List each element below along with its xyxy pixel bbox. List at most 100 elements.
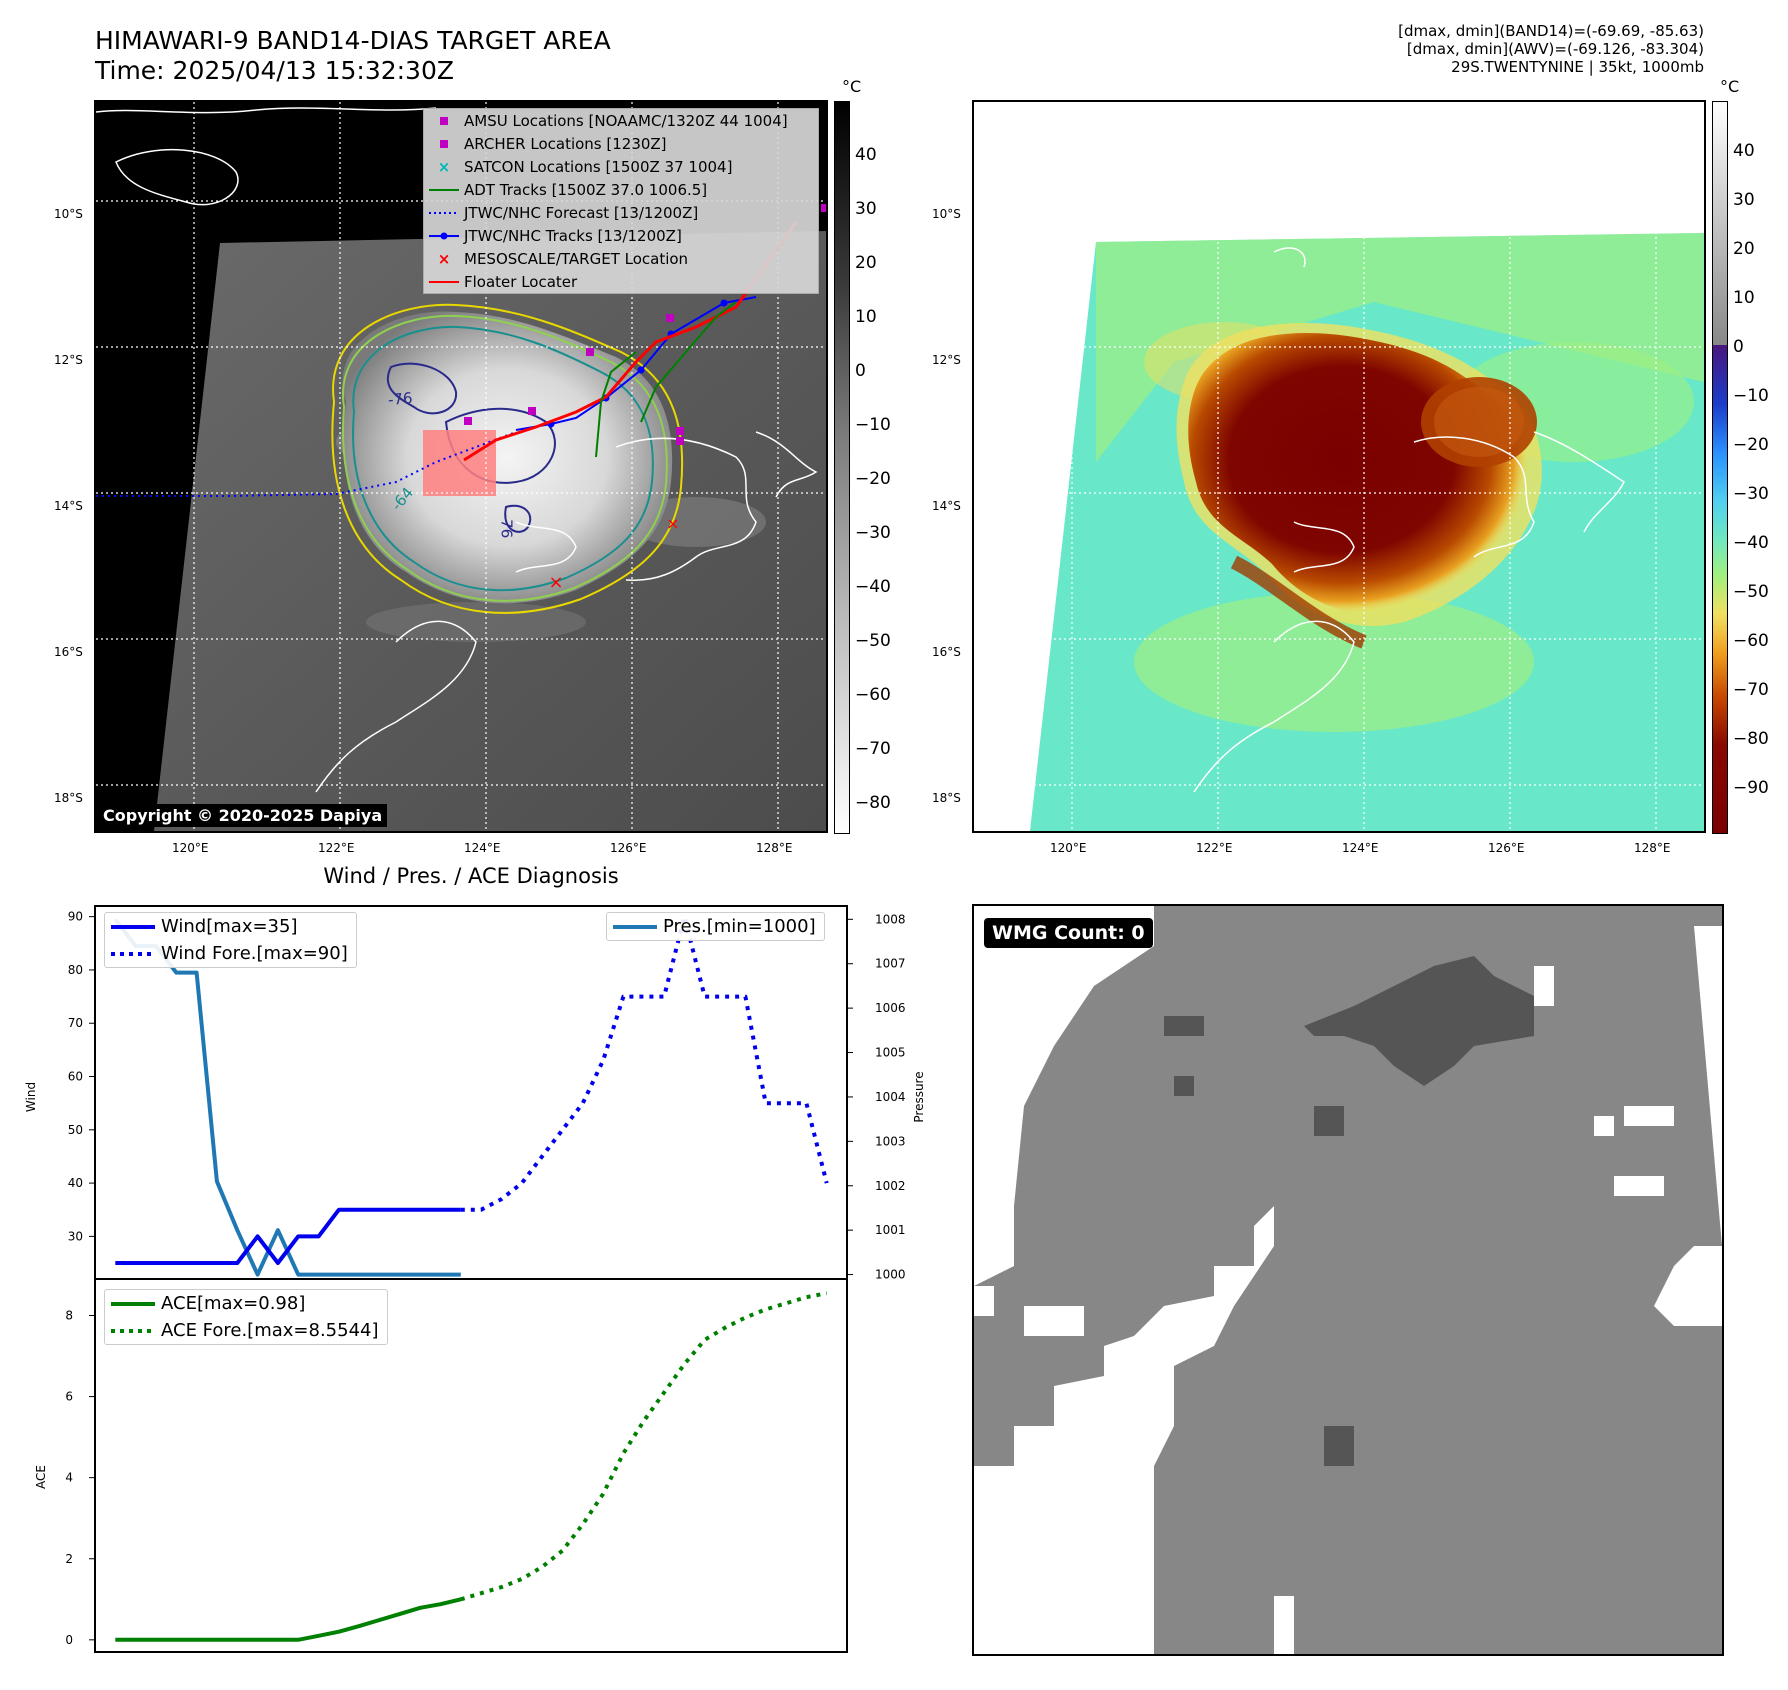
svg-text:×: ×	[438, 250, 451, 268]
wind-tick-label: 90	[68, 910, 83, 924]
lon-tick-label: 126°E	[1488, 841, 1525, 855]
pressure-tick-label: 1007	[875, 957, 906, 971]
lon-tick-label: 124°E	[1342, 841, 1379, 855]
x-marker-icon: ×	[438, 250, 451, 268]
ace-tick-label: 6	[65, 1390, 73, 1404]
wind-tick-label: 40	[68, 1176, 83, 1190]
ace-legend: ACE[max=0.98] ACE Fore.[max=8.5544]	[104, 1289, 388, 1345]
lon-tick-label: 128°E	[756, 841, 793, 855]
legend-item: ARCHER Locations [1230Z]	[424, 132, 818, 155]
pressure-axis-label: Pressure	[912, 1071, 926, 1123]
wind-axis-label: Wind	[24, 1081, 38, 1113]
lon-tick-label: 126°E	[610, 841, 647, 855]
ace-series-line	[115, 1597, 462, 1642]
ir-colorbar-tick: 10	[855, 307, 877, 327]
awv-colorbar-tick: −70	[1733, 680, 1769, 700]
pressure-tick-label: 1000	[875, 1268, 906, 1282]
ir-colorbar-tick: −20	[855, 469, 891, 489]
awv-map-image	[974, 102, 1704, 831]
ir-colorbar-tick: −30	[855, 523, 891, 543]
solid-line-icon	[111, 924, 155, 929]
dotted-line-icon	[111, 1328, 155, 1333]
line-dot-marker-icon	[429, 232, 459, 240]
ir-colorbar-tick: 40	[855, 145, 877, 165]
svg-text:×: ×	[438, 158, 451, 176]
legend-item: Wind Fore.[max=90]	[105, 940, 356, 967]
wind-series-line	[115, 1207, 461, 1265]
ir-colorbar-tick: 30	[855, 199, 877, 219]
solid-line-icon	[613, 924, 657, 929]
lon-tick-label: 124°E	[464, 841, 501, 855]
lat-tick-label: 12°S	[932, 353, 961, 367]
awv-colorbar-tick: 30	[1733, 190, 1755, 210]
awv-colorbar-tick: −40	[1733, 533, 1769, 553]
square-marker-icon	[440, 117, 448, 125]
ir-colorbar-tick: 20	[855, 253, 877, 273]
ir-colorbar	[834, 101, 850, 834]
ir-colorbar-tick: −50	[855, 631, 891, 651]
lon-tick-label: 128°E	[1634, 841, 1671, 855]
figure-time: Time: 2025/04/13 15:32:30Z	[95, 56, 454, 85]
awv-map-panel	[972, 100, 1706, 833]
ace-axis-label: ACE	[34, 1465, 48, 1489]
lat-tick-label: 16°S	[932, 645, 961, 659]
lat-tick-label: 18°S	[54, 791, 83, 805]
wmg-panel: WMG Count: 0	[972, 904, 1724, 1656]
ace-tick-label: 2	[65, 1552, 73, 1566]
svg-text:×: ×	[666, 514, 679, 533]
awv-colorbar-tick: −80	[1733, 729, 1769, 749]
ir-map-image: × ×	[96, 102, 826, 831]
ir-map-panel: × × -76 -64 -76 AMSU Locations [NOAAMC/1…	[94, 100, 828, 833]
x-marker-icon: ×	[438, 158, 451, 176]
awv-colorbar-unit: °C	[1720, 77, 1740, 96]
legend-item: Floater Locater	[424, 270, 818, 293]
figure-title: HIMAWARI-9 BAND14-DIAS TARGET AREA	[95, 26, 611, 55]
legend-item: Wind[max=35]	[105, 913, 356, 940]
lat-tick-label: 16°S	[54, 645, 83, 659]
legend-item: ACE Fore.[max=8.5544]	[105, 1317, 387, 1344]
info-awv: [dmax, dmin](AWV)=(-69.126, -83.304)	[1406, 40, 1704, 58]
pressure-tick-label: 1005	[875, 1046, 906, 1060]
lat-tick-label: 14°S	[932, 499, 961, 513]
pressure-legend: Pres.[min=1000]	[606, 912, 825, 941]
ir-colorbar-tick: −60	[855, 685, 891, 705]
wind-pres-axes-frame	[94, 905, 848, 1280]
awv-gridlines	[974, 102, 1704, 831]
pressure-tick-label: 1008	[875, 912, 906, 926]
awv-colorbar-tick: 40	[1733, 141, 1755, 161]
awv-colorbar-tick: −60	[1733, 631, 1769, 651]
awv-colorbar-tick: 20	[1733, 239, 1755, 259]
awv-colorbar	[1712, 101, 1728, 834]
legend-item: JTWC/NHC Forecast [13/1200Z]	[424, 201, 818, 224]
ir-colorbar-tick: −70	[855, 739, 891, 759]
awv-colorbar-tick: −50	[1733, 582, 1769, 602]
line-marker-icon	[429, 189, 459, 191]
solid-line-icon	[111, 1301, 155, 1306]
pressure-tick-label: 1002	[875, 1179, 906, 1193]
lat-tick-label: 14°S	[54, 499, 83, 513]
wind-legend: Wind[max=35] Wind Fore.[max=90]	[104, 912, 357, 968]
awv-colorbar-tick: 0	[1733, 337, 1744, 357]
ir-legend: AMSU Locations [NOAAMC/1320Z 44 1004] AR…	[423, 108, 819, 294]
diag-title: Wind / Pres. / ACE Diagnosis	[323, 864, 619, 888]
legend-item: ACE[max=0.98]	[105, 1290, 387, 1317]
wind-tick-label: 80	[68, 963, 83, 977]
awv-colorbar-tick: −20	[1733, 435, 1769, 455]
info-storm: 29S.TWENTYNINE | 35kt, 1000mb	[1451, 58, 1704, 76]
info-block: [dmax, dmin](BAND14)=(-69.69, -85.63) [d…	[1004, 22, 1704, 76]
legend-item: JTWC/NHC Tracks [13/1200Z]	[424, 224, 818, 247]
awv-colorbar-tick: −10	[1733, 386, 1769, 406]
info-band14: [dmax, dmin](BAND14)=(-69.69, -85.63)	[1398, 22, 1704, 40]
lat-tick-label: 18°S	[932, 791, 961, 805]
awv-colorbar-tick: −30	[1733, 484, 1769, 504]
wind-tick-label: 60	[68, 1070, 83, 1084]
copyright-label: Copyright © 2020-2025 Dapiya	[98, 804, 388, 827]
lon-tick-label: 120°E	[172, 841, 209, 855]
legend-item: Pres.[min=1000]	[607, 913, 824, 940]
ir-colorbar-tick: −40	[855, 577, 891, 597]
ir-colorbar-unit: °C	[842, 77, 862, 96]
ir-colorbar-tick: 0	[855, 361, 866, 381]
awv-colorbar-tick: −90	[1733, 778, 1769, 798]
lon-tick-label: 122°E	[1196, 841, 1233, 855]
